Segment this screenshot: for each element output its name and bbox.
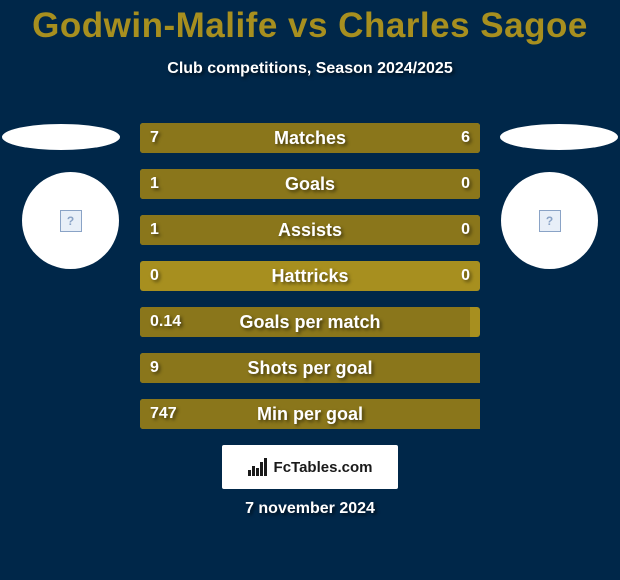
stat-value-right: 0 (461, 169, 470, 199)
placeholder-icon: ? (60, 210, 82, 232)
footer-text: FcTables.com (274, 459, 373, 476)
player-right-badge: ? (501, 172, 598, 269)
stat-value-left: 747 (150, 399, 177, 429)
stat-bar-left (140, 307, 470, 337)
stat-value-left: 0 (150, 261, 159, 291)
stat-value-right: 0 (461, 215, 470, 245)
stat-value-right: 6 (461, 123, 470, 153)
footer-logo-box: FcTables.com (222, 445, 398, 489)
stat-value-left: 7 (150, 123, 159, 153)
stat-row: 747 Min per goal (140, 399, 480, 429)
player-right-ellipse (500, 124, 618, 150)
stat-bar-right (323, 123, 480, 153)
stat-bar-left (140, 215, 400, 245)
stat-value-left: 1 (150, 215, 159, 245)
stat-bar-left (140, 123, 323, 153)
page-title: Godwin-Malife vs Charles Sagoe (0, 0, 620, 46)
stat-bar-left (140, 353, 480, 383)
stat-value-right: 0 (461, 261, 470, 291)
bars-icon (248, 458, 270, 476)
stat-value-left: 1 (150, 169, 159, 199)
stat-row: 7 6 Matches (140, 123, 480, 153)
stat-label: Hattricks (140, 261, 480, 291)
player-left-badge: ? (22, 172, 119, 269)
stat-row: 9 Shots per goal (140, 353, 480, 383)
stat-row: 1 0 Assists (140, 215, 480, 245)
stat-row: 0.14 Goals per match (140, 307, 480, 337)
stats-bars: 7 6 Matches 1 0 Goals 1 0 Assists 0 0 Ha… (140, 123, 480, 445)
stat-row: 0 0 Hattricks (140, 261, 480, 291)
placeholder-icon: ? (539, 210, 561, 232)
stat-value-left: 9 (150, 353, 159, 383)
stat-row: 1 0 Goals (140, 169, 480, 199)
subtitle: Club competitions, Season 2024/2025 (0, 60, 620, 78)
stat-bar-left (140, 169, 400, 199)
stat-bar-left (140, 399, 480, 429)
stat-value-left: 0.14 (150, 307, 181, 337)
player-left-ellipse (2, 124, 120, 150)
date-text: 7 november 2024 (0, 500, 620, 518)
